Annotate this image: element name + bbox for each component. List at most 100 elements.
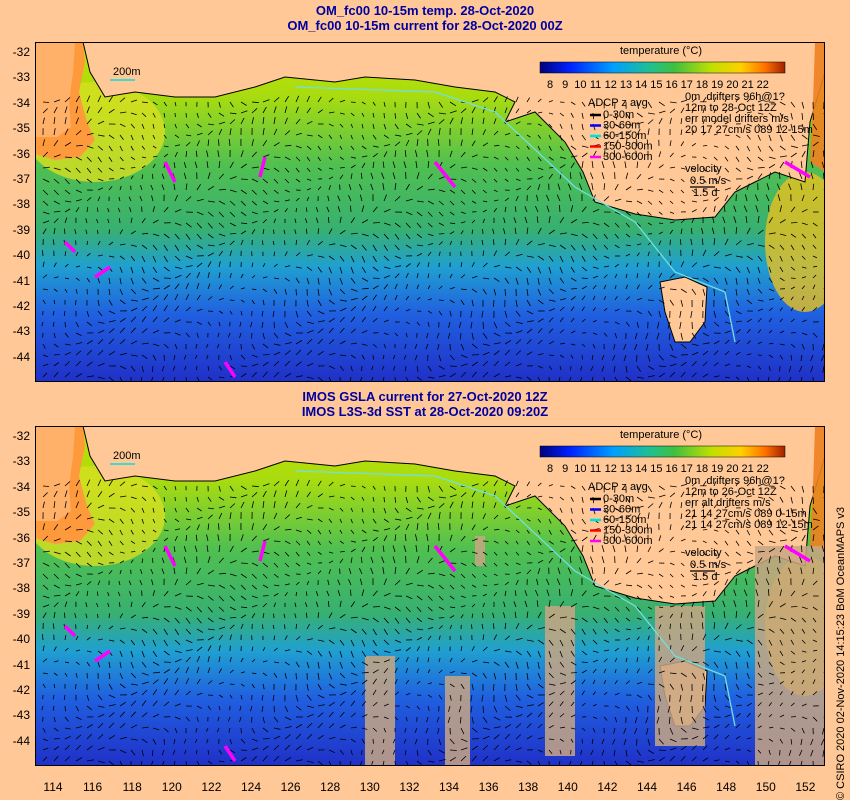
isobath-200m (294, 86, 736, 343)
colorbar-tick: 16 (665, 463, 677, 475)
east-australian-current-patch (765, 172, 825, 312)
colorbar-tick: 21 (741, 463, 753, 475)
longitude-tick-label: 128 (320, 780, 341, 794)
map-frame (35, 42, 825, 382)
colorbar-tick: 20 (726, 463, 738, 475)
adcp-track (63, 240, 77, 254)
latitude-tick-label: -44 (12, 349, 30, 364)
colorbar-tick: 22 (757, 463, 769, 475)
latitude-tick-label: -40 (12, 248, 30, 263)
longitude-tick-label: 120 (161, 780, 182, 794)
adcp-legend-label: 30-60m (603, 120, 640, 132)
credit-text: © CSIRO 2020 02-Nov-2020 14:15:23 BoM Oc… (835, 506, 847, 800)
adcp-legend-label: 60-150m (603, 130, 646, 142)
latitude-tick-label: -42 (12, 299, 30, 313)
latitude-tick-label: -32 (12, 45, 30, 59)
longitude-tick-label: 152 (795, 780, 816, 794)
colorbar-tick: 17 (681, 79, 693, 91)
velocity-legend-scale: 0.5 m/s (690, 559, 727, 571)
missing-sst-data (755, 546, 825, 766)
bottom-title-2: IMOS L3S-3d SST at 28-Oct-2020 09:20Z (301, 404, 549, 419)
latitude-tick-label: -36 (12, 530, 30, 545)
colorbar-tick: 11 (590, 79, 601, 91)
longitude-tick-label: 146 (676, 780, 697, 794)
longitude-tick-label: 144 (636, 780, 658, 794)
isobath-label: 200m (113, 450, 141, 462)
longitude-tick-label: 134 (438, 780, 460, 794)
colorbar-tick: 11 (590, 463, 601, 475)
adcp-track (94, 649, 111, 663)
latitude-tick-label: -35 (12, 121, 30, 136)
colorbar-tick: 13 (620, 463, 632, 475)
colorbar-tick: 15 (650, 463, 662, 475)
bottom-title-1: IMOS GSLA current for 27-Oct-2020 12Z (302, 389, 548, 404)
isobath-200m (294, 470, 736, 727)
colorbar-tick: 22 (757, 79, 769, 91)
adcp-track (258, 156, 267, 178)
adcp-track (223, 745, 237, 762)
colorbar-tick: 9 (562, 463, 568, 475)
drifter-legend-line: 21 14 27cm/s 089 12-15m (685, 519, 813, 531)
adcp-track (223, 361, 237, 378)
colorbar-tick: 20 (726, 79, 738, 91)
colorbar-tick: 10 (574, 463, 586, 475)
colorbar-title: temperature (°C) (620, 429, 702, 441)
adcp-track (433, 544, 457, 573)
adcp-track (433, 160, 457, 189)
missing-sst-data (445, 676, 470, 766)
colorbar-tick: 13 (620, 79, 632, 91)
bottom-map: 200m temperature (°C) 8 9 10 11 12 13 14 15 16 17 18… (35, 426, 825, 766)
latitude-tick-label: -43 (12, 708, 30, 723)
velocity-legend-scale: 0.5 m/s (690, 175, 727, 187)
adcp-legend-label: 300-600m (603, 535, 653, 547)
adcp-legend-label: 150-300m (603, 525, 653, 537)
colorbar-tick: 17 (681, 463, 693, 475)
current-vectors (41, 95, 825, 382)
latitude-tick-label: -35 (12, 505, 30, 520)
colorbar-tick: 18 (696, 79, 708, 91)
longitude-tick-label: 126 (280, 780, 301, 794)
drifter-legend-line: 12m to 28-Oct 12Z (685, 102, 777, 114)
colorbar-title: temperature (°C) (620, 45, 702, 57)
adcp-legend-label: 0-30m (603, 109, 634, 121)
drifter-legend-line: 12m to 26-Oct 12Z (685, 486, 777, 498)
colorbar-tick: 18 (696, 463, 708, 475)
colorbar-tick: 14 (635, 79, 647, 91)
adcp-track (163, 161, 177, 183)
drifter-legend-line: 20 17 27cm/s 089 12-15m (685, 124, 813, 136)
latitude-tick-label: -41 (12, 657, 30, 672)
adcp-legend-label: 60-150m (603, 514, 646, 526)
adcp-track (784, 544, 811, 563)
adcp-legend-title: ADCP z avg (588, 481, 648, 493)
colorbar-tick: 15 (650, 79, 662, 91)
bottom-map-panel: 200m temperature (°C) 8 9 10 11 12 13 14 15 16 17 18… (35, 426, 825, 766)
adcp-track (784, 160, 811, 179)
latitude-tick-label: -42 (12, 683, 30, 697)
longitude-tick-label: 118 (122, 780, 142, 794)
latitude-tick-label: -39 (12, 606, 30, 621)
latitude-tick-label: -36 (12, 146, 30, 161)
colorbar-tick: 8 (547, 463, 553, 475)
colorbar (539, 61, 786, 74)
latitude-tick-label: -34 (12, 95, 30, 110)
longitude-tick-label: 114 (43, 780, 63, 794)
adcp-track (94, 265, 111, 279)
top-map: 200m temperature (°C) 8 9 10 11 12 13 14 15 16 17 18… (35, 42, 825, 382)
velocity-legend-title: velocity (685, 163, 722, 175)
drifter-legend-line: 0m_drifters 96h@1? (685, 475, 785, 487)
top-map-panel: 200m temperature (°C) 8 9 10 11 12 13 14 15 16 17 18… (35, 42, 825, 382)
colorbar-tick: 8 (547, 79, 553, 91)
longitude-tick-label: 130 (359, 780, 380, 794)
velocity-legend-days: 1.5 d (693, 187, 717, 199)
longitude-tick-label: 136 (478, 780, 499, 794)
adcp-legend-label: 30-60m (603, 504, 640, 516)
latitude-tick-label: -40 (12, 632, 30, 647)
colorbar (539, 445, 786, 458)
latitude-tick-label: -37 (12, 172, 30, 186)
adcp-track (163, 545, 177, 567)
drifter-legend-line: err alt drifters m/s (685, 497, 771, 509)
latitude-tick-label: -32 (12, 429, 30, 443)
adcp-legend-label: 0-30m (603, 493, 634, 505)
latitude-tick-label: -39 (12, 222, 30, 237)
longitude-tick-label: 150 (755, 780, 776, 794)
